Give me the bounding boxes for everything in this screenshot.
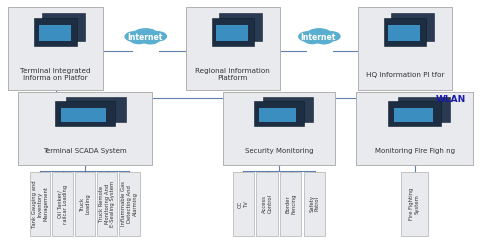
Circle shape: [130, 35, 147, 44]
FancyBboxPatch shape: [303, 172, 324, 236]
Circle shape: [321, 32, 339, 41]
FancyBboxPatch shape: [97, 172, 117, 236]
FancyBboxPatch shape: [42, 13, 85, 41]
FancyBboxPatch shape: [75, 172, 95, 236]
Circle shape: [141, 35, 159, 44]
Text: Inflammable Gas
Detecting And
Alarming: Inflammable Gas Detecting And Alarming: [121, 182, 137, 226]
FancyBboxPatch shape: [223, 92, 334, 165]
FancyBboxPatch shape: [185, 7, 279, 90]
Circle shape: [298, 32, 318, 41]
FancyBboxPatch shape: [393, 108, 432, 122]
FancyBboxPatch shape: [253, 101, 303, 126]
FancyBboxPatch shape: [232, 172, 254, 236]
Text: CC
TV: CC TV: [238, 200, 248, 207]
Text: Terminal SCADA System: Terminal SCADA System: [43, 149, 126, 154]
Circle shape: [306, 29, 331, 41]
Circle shape: [303, 35, 320, 44]
Circle shape: [315, 35, 332, 44]
Text: Oil Tanker/
railcar Loading: Oil Tanker/ railcar Loading: [57, 184, 68, 224]
FancyBboxPatch shape: [39, 25, 71, 41]
Text: Border
Fencing: Border Fencing: [285, 194, 295, 214]
FancyBboxPatch shape: [34, 18, 77, 46]
Text: Fire Fighting
System: Fire Fighting System: [408, 188, 419, 220]
FancyBboxPatch shape: [279, 172, 301, 236]
Circle shape: [148, 32, 166, 41]
FancyBboxPatch shape: [61, 108, 106, 122]
Text: Access
Control: Access Control: [261, 194, 272, 213]
FancyBboxPatch shape: [258, 108, 296, 122]
Text: Internet: Internet: [127, 33, 162, 42]
Text: Monitoring Fire Figh ng: Monitoring Fire Figh ng: [374, 149, 454, 154]
FancyBboxPatch shape: [119, 172, 139, 236]
Text: Tank Gauging and
Inventory
Management: Tank Gauging and Inventory Management: [32, 180, 48, 228]
FancyBboxPatch shape: [383, 18, 425, 46]
FancyBboxPatch shape: [211, 18, 254, 46]
FancyBboxPatch shape: [55, 101, 115, 126]
FancyBboxPatch shape: [397, 97, 449, 122]
Text: Regional Information
Platform: Regional Information Platform: [195, 68, 270, 81]
Text: Terminal Integrated
Informa on Platfor: Terminal Integrated Informa on Platfor: [20, 68, 91, 81]
Text: Truck Remote
Monitoring And
E-Sealing System: Truck Remote Monitoring And E-Sealing Sy…: [99, 181, 115, 227]
FancyBboxPatch shape: [387, 25, 419, 41]
FancyBboxPatch shape: [219, 13, 261, 41]
FancyBboxPatch shape: [401, 172, 427, 236]
Text: WLAN: WLAN: [435, 95, 465, 104]
FancyBboxPatch shape: [52, 172, 73, 236]
Circle shape: [125, 32, 144, 41]
FancyBboxPatch shape: [391, 13, 433, 41]
FancyBboxPatch shape: [262, 97, 312, 122]
FancyBboxPatch shape: [8, 7, 103, 90]
FancyBboxPatch shape: [357, 7, 451, 90]
Circle shape: [133, 29, 158, 41]
FancyBboxPatch shape: [356, 92, 472, 165]
FancyBboxPatch shape: [30, 172, 50, 236]
Text: Internet: Internet: [300, 33, 335, 42]
Text: HQ Information Pl tfor: HQ Information Pl tfor: [365, 72, 443, 78]
FancyBboxPatch shape: [388, 101, 440, 126]
Text: Safety
Patrol: Safety Patrol: [309, 195, 319, 212]
FancyBboxPatch shape: [215, 25, 247, 41]
FancyBboxPatch shape: [18, 92, 151, 165]
FancyBboxPatch shape: [256, 172, 277, 236]
Text: Security Monitoring: Security Monitoring: [244, 149, 313, 154]
FancyBboxPatch shape: [65, 97, 125, 122]
Text: Truck
Loading: Truck Loading: [79, 194, 90, 214]
